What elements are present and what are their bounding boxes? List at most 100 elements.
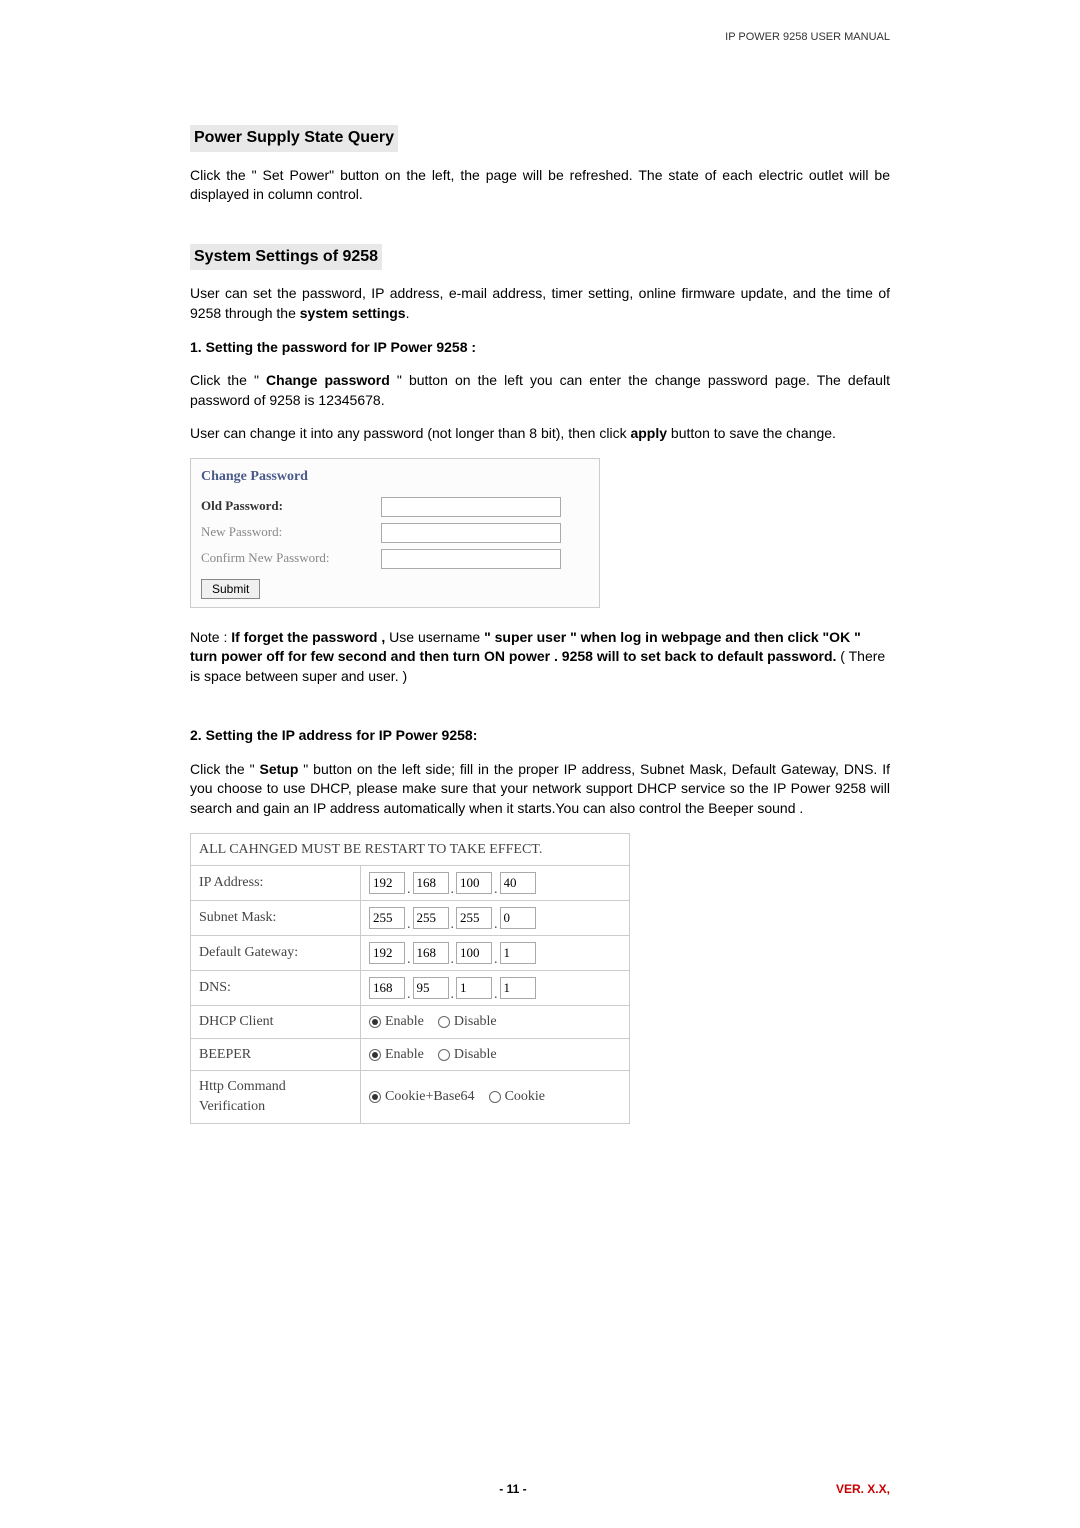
octet-input[interactable] [369, 907, 405, 929]
p1b: Change password [266, 372, 390, 388]
cp-row: Old Password: [201, 497, 589, 517]
sub1-heading: 1. Setting the password for IP Power 925… [190, 338, 890, 358]
submit-button[interactable]: Submit [201, 579, 260, 599]
row-label: DHCP Client [191, 1006, 361, 1039]
header-title: IP POWER 9258 USER MANUAL [190, 30, 890, 45]
row-label: DNS: [191, 971, 361, 1006]
section1-heading: Power Supply State Query [190, 125, 398, 151]
octet-input[interactable] [413, 942, 449, 964]
octet-input[interactable] [369, 872, 405, 894]
p2c: button to save the change. [667, 425, 836, 441]
octet-input[interactable] [413, 907, 449, 929]
row-value: ... [361, 971, 630, 1006]
sub1-para1: Click the " Change password " button on … [190, 371, 890, 410]
row-value: ... [361, 901, 630, 936]
octet-input[interactable] [500, 907, 536, 929]
octet-input[interactable] [369, 977, 405, 999]
p2a: User can change it into any password (no… [190, 425, 630, 441]
intro-c: . [406, 305, 410, 321]
cp-label: New Password: [201, 523, 381, 541]
radio-button[interactable] [438, 1049, 450, 1061]
sub1-para2: User can change it into any password (no… [190, 424, 890, 444]
octet-input[interactable] [456, 977, 492, 999]
cp-title: Change Password [201, 467, 589, 487]
row-value: ... [361, 936, 630, 971]
radio-label: Cookie+Base64 [385, 1089, 475, 1104]
dot-separator: . [407, 917, 411, 932]
table-row: BEEPER Enable Disable [191, 1038, 630, 1071]
note-text: Note : If forget the password , Use user… [190, 628, 890, 687]
dot-separator: . [494, 917, 498, 932]
footer: - 11 - VER. X.X, [190, 1481, 890, 1498]
section2-intro: User can set the password, IP address, e… [190, 284, 890, 323]
cp-input-0[interactable] [381, 497, 561, 517]
ip-table-banner: ALL CAHNGED MUST BE RESTART TO TAKE EFFE… [191, 833, 630, 866]
section1-text: Click the " Set Power" button on the lef… [190, 166, 890, 205]
dot-separator: . [494, 952, 498, 967]
row-label: IP Address: [191, 866, 361, 901]
p1a: Click the " [190, 372, 266, 388]
octet-input[interactable] [413, 977, 449, 999]
dot-separator: . [451, 987, 455, 1002]
cp-row: New Password: [201, 523, 589, 543]
octet-input[interactable] [500, 942, 536, 964]
dot-separator: . [407, 987, 411, 1002]
octet-input[interactable] [500, 977, 536, 999]
dot-separator: . [494, 987, 498, 1002]
cp-row: Confirm New Password: [201, 549, 589, 569]
row-value: EnableDisable [361, 1006, 630, 1039]
row-value: ... [361, 866, 630, 901]
ip-settings-table: ALL CAHNGED MUST BE RESTART TO TAKE EFFE… [190, 833, 630, 1124]
row-label: Subnet Mask: [191, 901, 361, 936]
note-prefix: Note : [190, 629, 231, 645]
radio-button[interactable] [489, 1091, 501, 1103]
table-row: Http Command VerificationCookie+Base64Co… [191, 1071, 630, 1123]
radio-button[interactable] [369, 1049, 381, 1061]
dot-separator: . [451, 917, 455, 932]
dot-separator: . [451, 952, 455, 967]
radio-label: Enable [385, 1014, 424, 1029]
version-label: VER. X.X, [836, 1481, 890, 1498]
note-b1: If forget the password , [231, 629, 385, 645]
intro-a: User can set the password, IP address, e… [190, 285, 890, 321]
sub2-heading: 2. Setting the IP address for IP Power 9… [190, 726, 890, 746]
intro-b: system settings [300, 305, 406, 321]
radio-button[interactable] [369, 1091, 381, 1103]
table-row: Subnet Mask:... [191, 901, 630, 936]
cp-label: Confirm New Password: [201, 549, 381, 567]
cp-input-1[interactable] [381, 523, 561, 543]
cp-label: Old Password: [201, 497, 381, 515]
octet-input[interactable] [456, 872, 492, 894]
section2-heading: System Settings of 9258 [190, 244, 382, 270]
octet-input[interactable] [413, 872, 449, 894]
table-row: Default Gateway:... [191, 936, 630, 971]
radio-label: Disable [454, 1047, 497, 1062]
s2pa: Click the " [190, 761, 259, 777]
radio-button[interactable] [369, 1016, 381, 1028]
row-label: BEEPER [191, 1038, 361, 1071]
row-value: Cookie+Base64Cookie [361, 1071, 630, 1123]
dot-separator: . [407, 952, 411, 967]
change-password-box: Change Password Old Password: New Passwor… [190, 458, 600, 608]
radio-label: Enable [385, 1047, 424, 1062]
table-row: DNS:... [191, 971, 630, 1006]
row-value: Enable Disable [361, 1038, 630, 1071]
sub2-para: Click the " Setup " button on the left s… [190, 760, 890, 819]
row-label: Http Command Verification [191, 1071, 361, 1123]
radio-button[interactable] [438, 1016, 450, 1028]
table-row: IP Address:... [191, 866, 630, 901]
table-row: DHCP ClientEnableDisable [191, 1006, 630, 1039]
octet-input[interactable] [369, 942, 405, 964]
dot-separator: . [451, 882, 455, 897]
octet-input[interactable] [456, 942, 492, 964]
s2c: : [473, 727, 478, 743]
s2pb: Setup [259, 761, 298, 777]
dot-separator: . [407, 882, 411, 897]
octet-input[interactable] [456, 907, 492, 929]
cp-input-2[interactable] [381, 549, 561, 569]
page-number: - 11 - [499, 1481, 526, 1498]
row-label: Default Gateway: [191, 936, 361, 971]
p2b: apply [630, 425, 667, 441]
s2h: 2. Setting the IP address for IP Power 9… [190, 727, 473, 743]
octet-input[interactable] [500, 872, 536, 894]
